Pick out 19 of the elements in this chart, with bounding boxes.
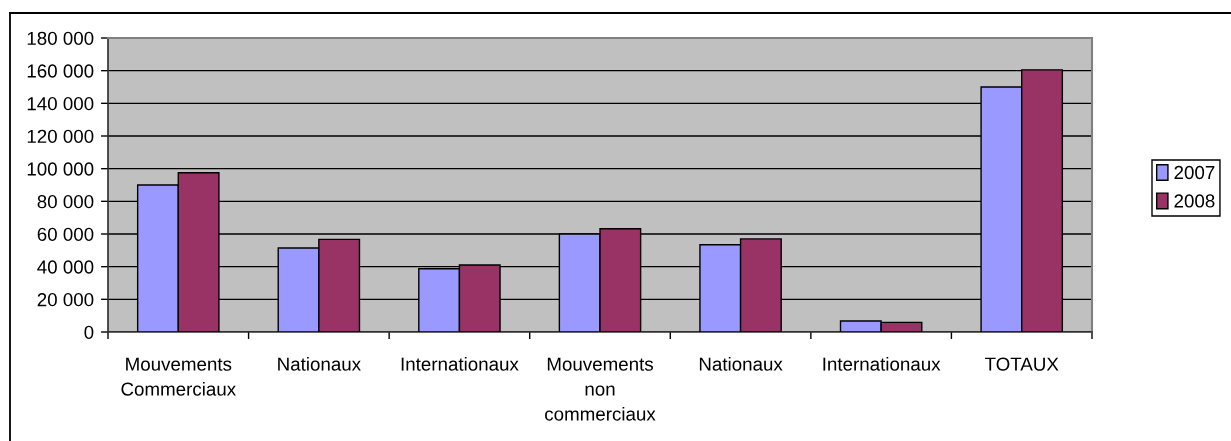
x-tick-label: Internationaux: [823, 357, 941, 371]
y-tick-label: 180 000: [27, 31, 94, 45]
y-tick-label: 0: [84, 325, 94, 339]
y-tick-label: 40 000: [37, 260, 94, 274]
y-tick-label: 60 000: [37, 227, 94, 241]
legend-label: 2007: [1174, 165, 1215, 180]
x-tick-label: Nationaux: [699, 357, 783, 371]
y-tick-label: 120 000: [27, 129, 94, 143]
x-tick-label: Nationaux: [278, 357, 361, 371]
x-tick-label: Mouvements Commerciaux: [121, 357, 236, 396]
x-tick-label: TOTAUX: [984, 357, 1059, 371]
y-tick-label: 80 000: [37, 195, 94, 209]
y-tick-label: 100 000: [27, 162, 94, 176]
y-tick-label: 160 000: [27, 64, 94, 78]
x-tick-label: Mouvements non commerciaux: [545, 357, 656, 421]
x-tick-label: Internationaux: [401, 357, 519, 371]
y-tick-label: 140 000: [27, 97, 94, 111]
legend-label: 2008: [1174, 194, 1215, 208]
y-tick-label: 20 000: [37, 293, 94, 307]
